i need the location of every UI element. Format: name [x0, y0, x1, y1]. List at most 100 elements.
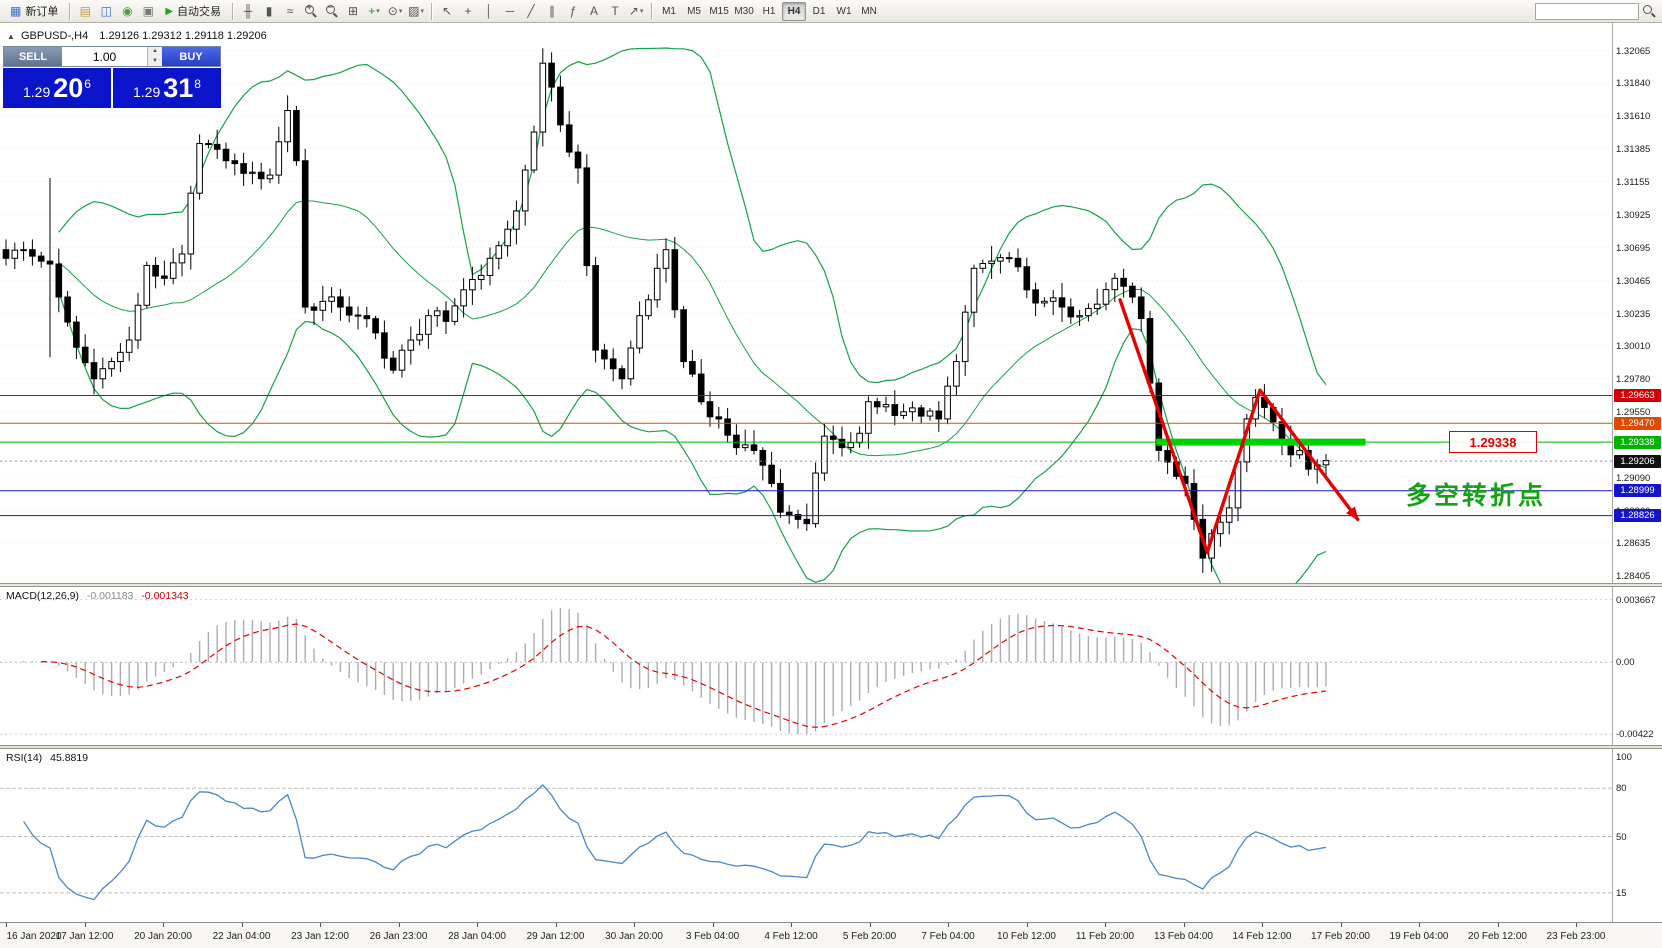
rsi-chart-canvas[interactable]: [0, 749, 1612, 922]
horizontal-line-icon[interactable]: ─: [505, 4, 515, 18]
time-tick: [477, 923, 478, 927]
volume-down-icon[interactable]: ▼: [148, 56, 162, 66]
periods-icon[interactable]: ⊙ ▾: [387, 4, 403, 18]
price-tag: 1.29206: [1614, 454, 1661, 468]
dropdown-caret-icon: ▾: [376, 8, 380, 15]
timeframe-button-m30[interactable]: M30: [734, 5, 754, 17]
axis-scale-label: 1.29550: [1616, 406, 1651, 418]
time-axis[interactable]: 16 Jan 2020 17 Jan 12:00 20 Jan 20:00 22 Ja…: [0, 922, 1662, 948]
fibonacci-icon[interactable]: ƒ: [569, 4, 577, 18]
timeframe-button-mn[interactable]: MN: [861, 5, 877, 17]
templates-icon[interactable]: ▨ ▾: [408, 4, 424, 18]
rsi-line: [23, 783, 1327, 901]
text-icon[interactable]: A: [590, 4, 599, 18]
crosshair-icon[interactable]: +: [464, 4, 472, 18]
vertical-line-icon[interactable]: │: [485, 4, 493, 18]
timeframe-button-m1[interactable]: M1: [662, 5, 676, 17]
sell-price-main: 20: [53, 73, 84, 103]
time-tick: [1576, 923, 1577, 927]
navigator-icon[interactable]: ◉: [122, 4, 133, 18]
time-tick: [1105, 923, 1106, 927]
macd-name: MACD(12,26,9): [6, 590, 79, 602]
horizontal-levels: [0, 395, 1612, 517]
label-icon[interactable]: T: [611, 4, 619, 18]
rsi-label: RSI(14) 45.8819: [6, 752, 88, 764]
macd-axis[interactable]: 0.003667 0.00 -0.00422: [1612, 587, 1662, 745]
cursor-icon[interactable]: ↖: [442, 4, 453, 18]
volume-input[interactable]: [62, 47, 147, 66]
time-axis-label: 11 Feb 20:00: [1075, 931, 1135, 942]
axis-scale-label: 1.30010: [1616, 340, 1651, 352]
bar-chart-icon[interactable]: ╫: [243, 4, 253, 18]
time-tick: [84, 923, 86, 927]
rsi-value: 45.8819: [50, 752, 89, 764]
turning-point-note[interactable]: 多空转折点: [1406, 482, 1547, 510]
market-watch-icon[interactable]: ◫: [100, 4, 113, 18]
axis-scale-label: 1.31840: [1616, 78, 1651, 90]
time-axis-label: 16 Jan 2020: [6, 931, 62, 942]
price-callout-label[interactable]: 1.29338: [1449, 431, 1537, 453]
macd-label: MACD(12,26,9) -0.001183 -0.001343: [6, 590, 189, 602]
timeframe-button-m15[interactable]: M15: [709, 5, 729, 17]
time-tick: [1419, 923, 1420, 927]
zigzag-arrow: [1118, 298, 1360, 554]
panel-splitter[interactable]: [0, 745, 1662, 749]
zoom-out-icon[interactable]: −: [322, 2, 342, 21]
timeframe-button-h4[interactable]: H4: [782, 1, 807, 21]
arrows-icon[interactable]: ↗ ▾: [628, 4, 644, 18]
sell-price-pip: 6: [84, 77, 91, 91]
time-tick: [1262, 923, 1263, 927]
tile-windows-icon[interactable]: ⊞: [348, 4, 359, 18]
timeframe-button-m5[interactable]: M5: [687, 5, 701, 17]
time-axis-label: 22 Jan 04:00: [212, 931, 271, 942]
volume-field: ▲ ▼: [62, 47, 162, 66]
new-order-icon: ▦: [10, 4, 22, 18]
new-order-button[interactable]: ▦ 新订单: [4, 1, 64, 21]
time-axis-label: 17 Jan 12:00: [55, 931, 114, 942]
indicators-icon[interactable]: + ▾: [368, 4, 380, 18]
sell-button[interactable]: SELL: [4, 47, 62, 66]
macd-histogram: [22, 608, 1327, 735]
time-tick: [634, 923, 635, 927]
timeframe-button-d1[interactable]: D1: [812, 5, 826, 17]
time-tick: [320, 923, 321, 927]
time-axis-label: 13 Feb 04:00: [1154, 931, 1213, 942]
candlestick-chart-icon[interactable]: ▮: [265, 4, 273, 18]
terminal-icon[interactable]: ▣: [142, 4, 155, 18]
time-tick: [869, 923, 871, 927]
search-icon[interactable]: [1643, 4, 1656, 18]
buy-price-pip: 8: [194, 77, 201, 91]
rsi-axis[interactable]: 100 80 50 15: [1612, 749, 1662, 922]
axis-scale-label: 80: [1616, 783, 1627, 795]
time-axis-label: 20 Jan 20:00: [134, 931, 192, 942]
price-axis[interactable]: 1.32065 1.31840 1.31610 1.31385 1.31155 1.309…: [1612, 23, 1662, 583]
annotations: [1118, 298, 1366, 554]
axis-scale-label: 1.28635: [1616, 538, 1651, 549]
toolbar-separator: [651, 2, 653, 20]
autotrade-button[interactable]: ▶ 自动交易: [159, 1, 227, 21]
volume-up-icon[interactable]: ▲: [148, 47, 162, 57]
trendline-icon[interactable]: ╱: [527, 4, 535, 18]
buy-button[interactable]: BUY: [162, 47, 220, 66]
time-axis-label: 5 Feb 20:00: [842, 931, 897, 942]
sell-price-box[interactable]: 1.29 20 6: [3, 68, 111, 108]
timeframe-button-h1[interactable]: H1: [762, 5, 776, 17]
price-chart-canvas[interactable]: [0, 23, 1612, 583]
channel-icon[interactable]: ∥: [549, 4, 556, 18]
line-chart-icon[interactable]: ≈: [286, 4, 294, 18]
buy-price-box[interactable]: 1.29 31 8: [113, 68, 221, 108]
toolbar-separator: [69, 2, 71, 20]
search-input[interactable]: [1535, 2, 1639, 20]
time-tick: [1026, 923, 1028, 927]
time-axis-label: 4 Feb 12:00: [764, 931, 818, 942]
macd-chart-canvas[interactable]: [0, 587, 1612, 745]
zoom-in-icon[interactable]: +: [301, 2, 321, 21]
buy-price-prefix: 1.29: [133, 84, 161, 100]
panel-splitter[interactable]: [0, 583, 1662, 587]
time-tick: [1340, 923, 1342, 927]
price-tag: 1.29470: [1614, 416, 1661, 430]
charts-profile-icon[interactable]: ▤: [79, 4, 92, 18]
buy-price-main: 31: [163, 73, 194, 103]
window-icons-group: ▤ ◫ ◉ ▣: [75, 2, 158, 21]
timeframe-button-w1[interactable]: W1: [836, 5, 852, 17]
